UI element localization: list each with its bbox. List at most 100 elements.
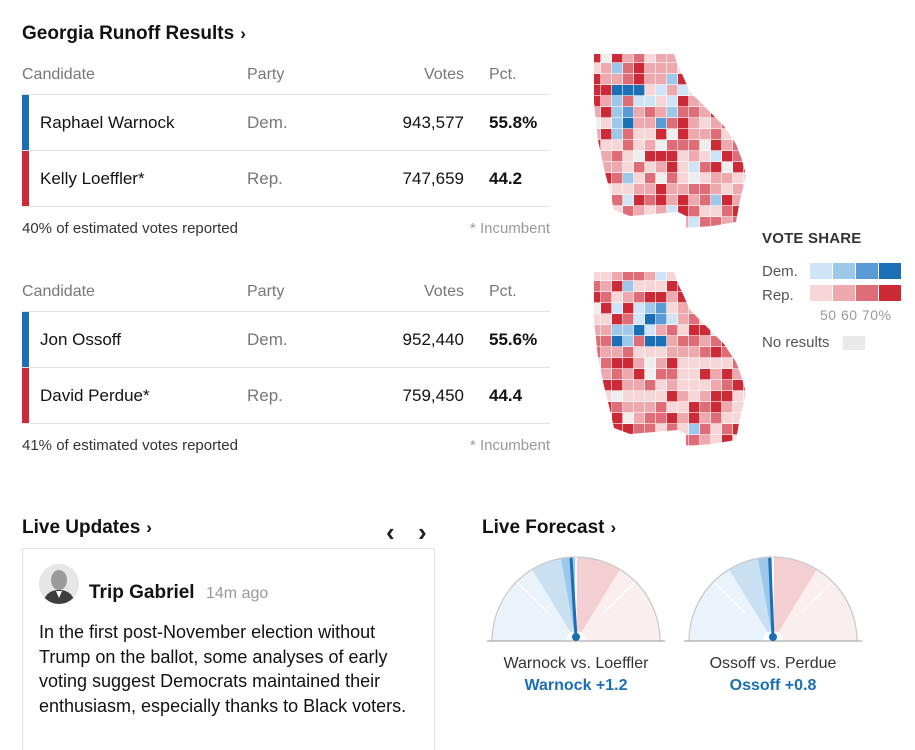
county-cell[interactable] — [722, 63, 733, 74]
county-cell[interactable] — [601, 446, 611, 452]
county-cell[interactable] — [722, 424, 733, 435]
county-cell[interactable] — [711, 369, 722, 380]
county-cell[interactable] — [711, 435, 722, 446]
county-cell[interactable] — [722, 369, 733, 380]
county-cell[interactable] — [744, 446, 750, 452]
county-cell[interactable] — [612, 206, 623, 217]
county-cell[interactable] — [601, 96, 612, 107]
county-cell[interactable] — [689, 292, 700, 303]
county-cell[interactable] — [634, 402, 645, 413]
county-cell[interactable] — [733, 63, 744, 74]
county-cell[interactable] — [689, 391, 700, 402]
county-cell[interactable] — [656, 206, 667, 217]
county-cell[interactable] — [733, 435, 744, 446]
county-cell[interactable] — [722, 270, 733, 281]
county-cell[interactable] — [700, 325, 711, 336]
county-cell[interactable] — [678, 270, 689, 281]
county-cell[interactable] — [645, 325, 656, 336]
county-cell[interactable] — [667, 85, 678, 96]
county-cell[interactable] — [612, 336, 623, 347]
county-cell[interactable] — [634, 369, 645, 380]
county-cell[interactable] — [722, 74, 733, 85]
county-cell[interactable] — [722, 446, 732, 452]
county-cell[interactable] — [590, 151, 601, 162]
county-cell[interactable] — [733, 184, 744, 195]
county-cell[interactable] — [601, 402, 612, 413]
county-cell[interactable] — [744, 369, 750, 380]
county-cell[interactable] — [678, 303, 689, 314]
county-cell[interactable] — [733, 173, 744, 184]
county-cell[interactable] — [744, 184, 750, 195]
county-cell[interactable] — [601, 314, 612, 325]
county-cell[interactable] — [590, 162, 601, 173]
county-cell[interactable] — [634, 217, 645, 228]
county-cell[interactable] — [634, 118, 645, 129]
county-cell[interactable] — [733, 391, 744, 402]
county-cell[interactable] — [623, 184, 634, 195]
county-cell[interactable] — [623, 435, 634, 446]
county-cell[interactable] — [733, 206, 744, 217]
county-cell[interactable] — [623, 402, 634, 413]
county-cell[interactable] — [612, 424, 623, 435]
county-cell[interactable] — [678, 228, 688, 234]
county-cell[interactable] — [700, 217, 711, 228]
county-cell[interactable] — [667, 336, 678, 347]
county-cell[interactable] — [733, 140, 744, 151]
county-cell[interactable] — [590, 413, 601, 424]
county-cell[interactable] — [722, 140, 733, 151]
county-cell[interactable] — [744, 292, 750, 303]
county-cell[interactable] — [733, 281, 744, 292]
county-cell[interactable] — [623, 96, 634, 107]
county-cell[interactable] — [645, 281, 656, 292]
county-cell[interactable] — [612, 74, 623, 85]
county-cell[interactable] — [667, 292, 678, 303]
county-cell[interactable] — [667, 162, 678, 173]
county-cell[interactable] — [645, 184, 656, 195]
county-cell[interactable] — [601, 184, 612, 195]
county-cell[interactable] — [656, 74, 667, 85]
county-cell[interactable] — [722, 435, 733, 446]
county-cell[interactable] — [733, 96, 744, 107]
county-cell[interactable] — [656, 413, 667, 424]
county-cell[interactable] — [689, 270, 700, 281]
county-cell[interactable] — [667, 74, 678, 85]
county-cell[interactable] — [689, 413, 700, 424]
county-cell[interactable] — [623, 358, 634, 369]
county-cell[interactable] — [634, 347, 645, 358]
county-cell[interactable] — [722, 85, 733, 96]
forecast-gauge-warnock[interactable] — [487, 555, 665, 647]
county-cell[interactable] — [612, 140, 623, 151]
county-cell[interactable] — [711, 391, 722, 402]
county-cell[interactable] — [612, 358, 623, 369]
county-cell[interactable] — [689, 118, 700, 129]
county-cell[interactable] — [645, 85, 656, 96]
county-cell[interactable] — [656, 391, 667, 402]
county-cell[interactable] — [623, 107, 634, 118]
county-cell[interactable] — [656, 369, 667, 380]
county-cell[interactable] — [700, 140, 711, 151]
county-cell[interactable] — [689, 96, 700, 107]
county-cell[interactable] — [612, 347, 623, 358]
county-cell[interactable] — [667, 206, 678, 217]
county-cell[interactable] — [700, 228, 710, 234]
county-cell[interactable] — [590, 314, 601, 325]
county-cell[interactable] — [678, 173, 689, 184]
county-cell[interactable] — [623, 325, 634, 336]
county-cell[interactable] — [744, 195, 750, 206]
county-cell[interactable] — [733, 195, 744, 206]
county-cell[interactable] — [733, 402, 744, 413]
county-cell[interactable] — [678, 129, 689, 140]
county-cell[interactable] — [645, 162, 656, 173]
county-cell[interactable] — [733, 369, 744, 380]
county-cell[interactable] — [744, 107, 750, 118]
county-cell[interactable] — [590, 118, 601, 129]
county-cell[interactable] — [590, 228, 600, 234]
county-cell[interactable] — [711, 402, 722, 413]
county-cell[interactable] — [612, 292, 623, 303]
county-cell[interactable] — [700, 195, 711, 206]
county-cell[interactable] — [700, 314, 711, 325]
county-cell[interactable] — [711, 336, 722, 347]
county-cell[interactable] — [612, 303, 623, 314]
county-cell[interactable] — [689, 347, 700, 358]
county-cell[interactable] — [678, 162, 689, 173]
